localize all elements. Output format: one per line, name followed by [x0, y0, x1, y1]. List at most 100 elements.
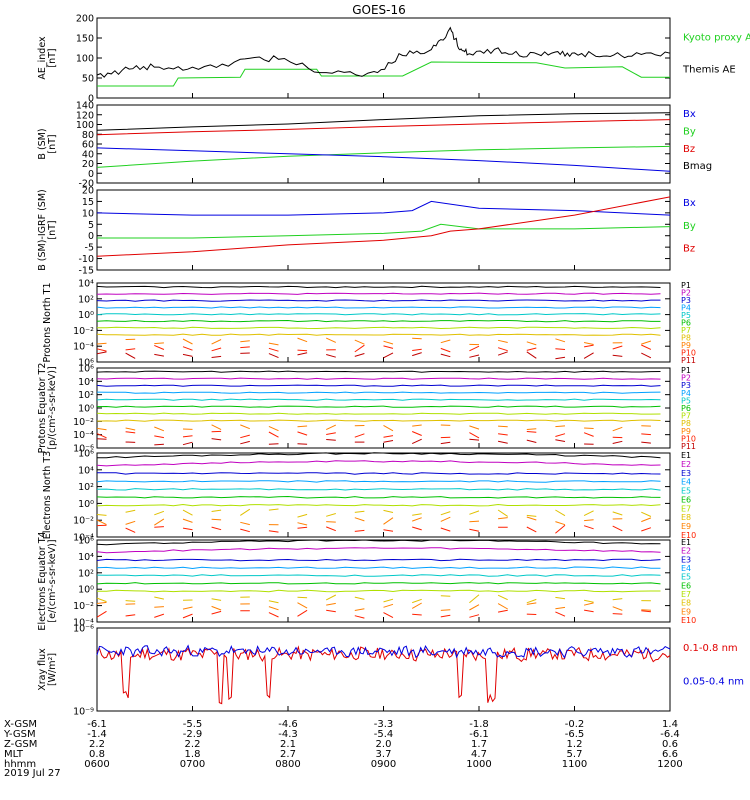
- legend-label: E10: [681, 616, 696, 625]
- series-segment: [526, 516, 537, 521]
- x-axis-value: 1.8: [185, 749, 201, 760]
- series-segment: [526, 514, 537, 517]
- series-line: [97, 472, 661, 475]
- series-segment: [583, 342, 594, 345]
- legend-label: P11: [681, 442, 696, 451]
- series-segment: [96, 519, 107, 526]
- series-segment: [154, 606, 164, 608]
- legend-label: P3: [681, 296, 691, 305]
- series-segment: [240, 346, 250, 349]
- series-segment: [182, 353, 193, 357]
- series-segment: [469, 354, 480, 358]
- figure-title: GOES-16: [352, 3, 406, 17]
- series-segment: [354, 433, 365, 438]
- legend-label: P10: [681, 349, 696, 358]
- series-segment: [469, 594, 480, 604]
- x-axis-value: 1.2: [567, 739, 583, 750]
- y-tick-label: 10⁰: [78, 310, 94, 321]
- series-segment: [383, 435, 394, 438]
- series-segment: [612, 598, 623, 601]
- series-segment: [641, 517, 652, 523]
- series-segment: [182, 435, 193, 438]
- x-axis-value: 2.2: [89, 739, 105, 750]
- x-axis-value: 5.7: [567, 749, 583, 760]
- x-axis-row-label: Z-GSM: [4, 739, 37, 750]
- series-line: [96, 145, 671, 168]
- series-segment: [383, 440, 394, 443]
- series-segment: [555, 509, 566, 517]
- y-tick-label: 0: [88, 94, 94, 105]
- series-line: [96, 306, 661, 309]
- series-segment: [297, 596, 308, 599]
- series-segment: [125, 600, 136, 602]
- series-line: [96, 370, 661, 373]
- y-axis-label: [W/m²]: [47, 653, 58, 686]
- x-axis-value: 1200: [657, 759, 682, 770]
- series-segment: [326, 513, 336, 517]
- series-line: [97, 589, 661, 593]
- series-segment: [555, 338, 566, 343]
- series-segment: [440, 339, 451, 344]
- series-segment: [498, 425, 508, 428]
- x-axis-value: -6.4: [660, 729, 680, 740]
- series-segment: [268, 508, 279, 511]
- x-axis-value: 1100: [562, 759, 587, 770]
- series-line: [96, 384, 661, 387]
- series-segment: [211, 355, 222, 358]
- series-segment: [154, 526, 164, 528]
- x-axis-value: -5.4: [374, 729, 394, 740]
- series-segment: [182, 527, 193, 531]
- series-segment: [497, 339, 508, 343]
- x-axis-value: 0.8: [89, 749, 105, 760]
- x-axis-value: -1.4: [87, 729, 107, 740]
- legend-label: P7: [681, 326, 691, 335]
- y-tick-label: 10⁻⁴: [73, 342, 94, 353]
- y-tick-label: 60: [82, 140, 94, 151]
- legend-label: 0.05-0.4 nm: [683, 676, 744, 687]
- series-line: [97, 61, 670, 87]
- series-segment: [583, 510, 594, 517]
- series-segment: [96, 348, 107, 352]
- legend-label: E10: [681, 531, 696, 540]
- y-axis-label: AE_index: [37, 36, 48, 80]
- x-axis-value: -4.6: [278, 719, 298, 730]
- y-axis-label: Electrons Equator T4: [37, 531, 48, 630]
- legend-label: P2: [681, 374, 691, 383]
- series-segment: [96, 610, 107, 618]
- series-segment: [240, 340, 250, 343]
- y-tick-label: 100: [76, 54, 94, 65]
- x-axis-value: -4.3: [278, 729, 298, 740]
- series-segment: [268, 606, 279, 611]
- legend-label: 0.1-0.8 nm: [683, 643, 738, 654]
- series-segment: [583, 352, 594, 359]
- panel-1: AE_index[nT] 0 50 100 150 200 Kyoto proxy AE Th…: [37, 14, 750, 105]
- series-line: [96, 547, 661, 554]
- series-segment: [526, 431, 537, 433]
- series-line: [96, 333, 661, 336]
- series-segment: [297, 526, 308, 529]
- legend-label: E1: [681, 538, 691, 547]
- series-segment: [182, 346, 193, 351]
- series-segment: [297, 609, 308, 617]
- series-segment: [326, 602, 336, 606]
- x-axis-value: 3.7: [376, 749, 392, 760]
- series-segment: [469, 510, 480, 515]
- legend-label: P2: [681, 289, 691, 298]
- series-segment: [125, 427, 136, 431]
- series-segment: [555, 356, 566, 360]
- legend-label: E2: [681, 547, 691, 556]
- series-line: [96, 196, 671, 257]
- x-axis-value: -3.3: [374, 719, 394, 730]
- series-segment: [125, 348, 136, 351]
- panel-frame: [96, 189, 671, 271]
- series-segment: [555, 433, 566, 437]
- series-segment: [584, 609, 594, 613]
- series-segment: [612, 354, 623, 357]
- series-segment: [641, 344, 652, 350]
- series-segment: [497, 603, 508, 610]
- legend-label: P3: [681, 381, 691, 390]
- series-line: [97, 326, 661, 330]
- series-segment: [412, 517, 422, 522]
- series-segment: [555, 611, 566, 617]
- series-line: [96, 566, 661, 570]
